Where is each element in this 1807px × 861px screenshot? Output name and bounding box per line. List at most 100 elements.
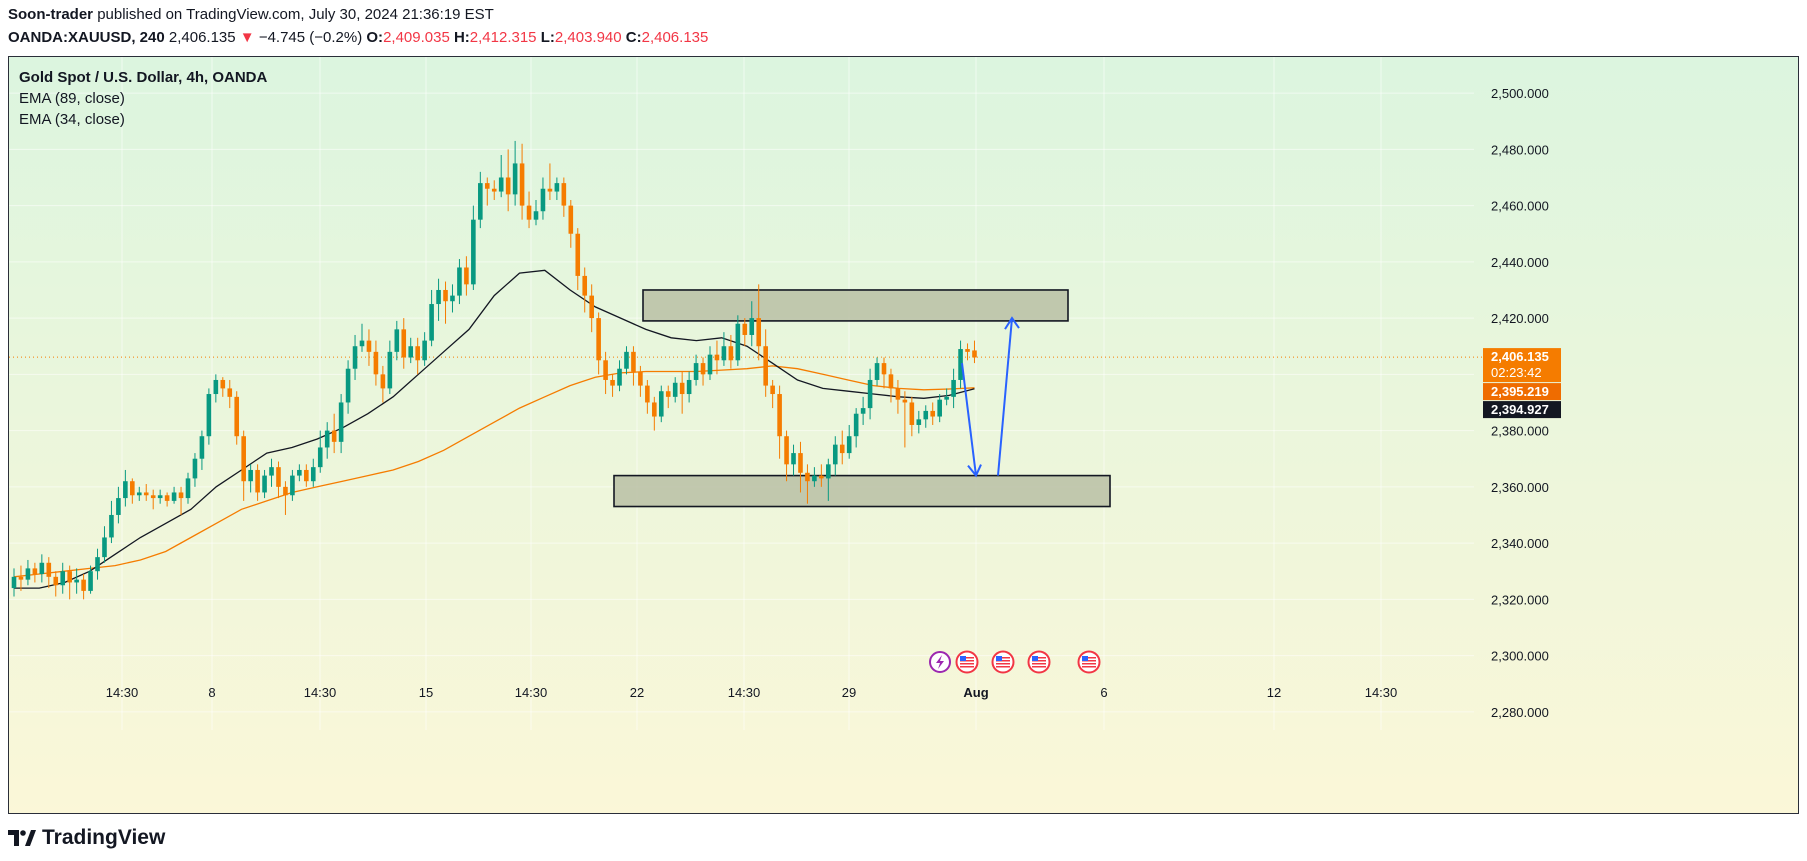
candle: [178, 486, 184, 515]
candle-body: [213, 379, 219, 395]
down-arrow-head: [967, 464, 982, 478]
resistance-zone: [642, 289, 1069, 322]
candle: [589, 284, 594, 333]
candle-body: [102, 537, 107, 558]
candle: [735, 315, 741, 366]
candle-body: [658, 391, 664, 417]
candle: [143, 484, 149, 501]
us-economic-event-icon[interactable]: [991, 650, 1015, 674]
x-tick-label: 8: [208, 685, 215, 700]
candle: [540, 177, 546, 220]
tradingview-logo[interactable]: TradingView: [8, 826, 165, 850]
high-label: H:: [453, 29, 470, 46]
candle-body: [248, 469, 253, 482]
candle: [812, 467, 817, 487]
flag-stripe: [1082, 657, 1096, 659]
candle: [679, 371, 685, 414]
flag-stripe: [1032, 657, 1046, 659]
candle-body: [171, 492, 177, 501]
ema34-badge-value: 2,394.927: [1491, 402, 1549, 417]
candle-body: [53, 576, 59, 586]
brand-name: TradingView: [42, 826, 166, 849]
candle: [324, 422, 330, 459]
candle: [631, 346, 636, 386]
candle-body: [777, 394, 782, 437]
candle-body: [241, 436, 246, 482]
countdown-timer: 02:23:42: [1491, 365, 1542, 380]
candle-body: [491, 188, 497, 192]
candle-body: [310, 467, 316, 482]
flag-stripe: [960, 657, 974, 659]
flag-stripe: [996, 663, 1010, 665]
published-text: published on TradingView.com, July 30, 2…: [97, 6, 494, 23]
flag-stripe: [960, 660, 974, 662]
candle: [638, 365, 643, 397]
candle: [749, 301, 755, 347]
candle: [157, 489, 163, 504]
change-value: −4.745 (−0.2%): [258, 29, 363, 46]
us-economic-event-icon[interactable]: [1077, 650, 1101, 674]
candle: [554, 177, 560, 200]
price-axis[interactable]: 2,280.000 2,300.000 2,320.000 2,340.000 2,36…: [1491, 86, 1549, 720]
candle-body: [39, 562, 45, 575]
y-tick-label: 2,360.000: [1491, 480, 1549, 495]
candle-body: [902, 399, 908, 403]
candle: [471, 205, 476, 290]
candle-body: [290, 475, 295, 496]
candle: [457, 259, 462, 305]
candle: [136, 486, 142, 501]
y-tick-label: 2,380.000: [1491, 424, 1549, 439]
candle: [150, 489, 156, 510]
candle-body: [923, 410, 929, 420]
legend-title[interactable]: Gold Spot / U.S. Dollar, 4h, OANDA: [19, 69, 268, 86]
candle: [88, 565, 93, 594]
price-chart[interactable]: 2,280.000 2,300.000 2,320.000 2,340.000 2,36…: [9, 57, 1799, 814]
x-tick-label: 14:30: [728, 685, 761, 700]
time-axis[interactable]: 14:30 8 14:30 15 14:30 22 14:30 29 Aug 6 12 14:30: [106, 685, 1398, 700]
event-icons[interactable]: [929, 650, 1101, 674]
flag-canton: [1032, 656, 1038, 661]
author-name[interactable]: Soon-trader: [8, 6, 94, 23]
candle: [450, 284, 455, 313]
candle-body: [164, 495, 170, 501]
candle-body: [881, 363, 887, 375]
candle: [881, 357, 887, 389]
x-tick-label: 14:30: [106, 685, 139, 700]
us-economic-event-icon[interactable]: [1027, 650, 1051, 674]
candle-body: [331, 430, 337, 442]
candle: [505, 149, 511, 212]
candle-body: [81, 579, 86, 591]
candle-body: [575, 233, 581, 276]
candle: [777, 385, 782, 459]
candle: [387, 340, 393, 395]
dividend-event-icon[interactable]: [929, 651, 951, 673]
open-value: 2,409.035: [383, 29, 450, 46]
candle: [345, 360, 351, 414]
chart-frame[interactable]: 2,280.000 2,300.000 2,320.000 2,340.000 2,36…: [8, 56, 1799, 814]
symbol-line: OANDA:XAUUSD, 240 2,406.135 ▼ −4.745 (−0…: [8, 29, 708, 46]
flag-stripe: [996, 657, 1010, 659]
arrows: [961, 316, 1020, 478]
candle: [693, 354, 699, 386]
legend-ema89[interactable]: EMA (89, close): [19, 90, 125, 107]
legend-ema34[interactable]: EMA (34, close): [19, 111, 125, 128]
candle-body: [380, 374, 386, 389]
candle: [234, 391, 240, 445]
x-tick-label: 14:30: [515, 685, 548, 700]
ema34-badge-bg: [1483, 401, 1561, 419]
x-tick-label: 15: [419, 685, 433, 700]
candle-body: [652, 402, 657, 417]
candle: [652, 396, 657, 431]
candle-body: [478, 183, 483, 220]
chart-legend: Gold Spot / U.S. Dollar, 4h, OANDA EMA (…: [19, 67, 267, 130]
candle: [624, 346, 629, 375]
candle-body: [645, 385, 650, 403]
candle: [164, 492, 170, 507]
candle-body: [227, 388, 233, 397]
candle: [95, 548, 100, 580]
last-price: 2,406.135: [168, 29, 236, 46]
x-tick-label: 6: [1100, 685, 1107, 700]
candle-body: [450, 295, 455, 302]
us-economic-event-icon[interactable]: [955, 650, 979, 674]
candle-body: [359, 340, 365, 347]
